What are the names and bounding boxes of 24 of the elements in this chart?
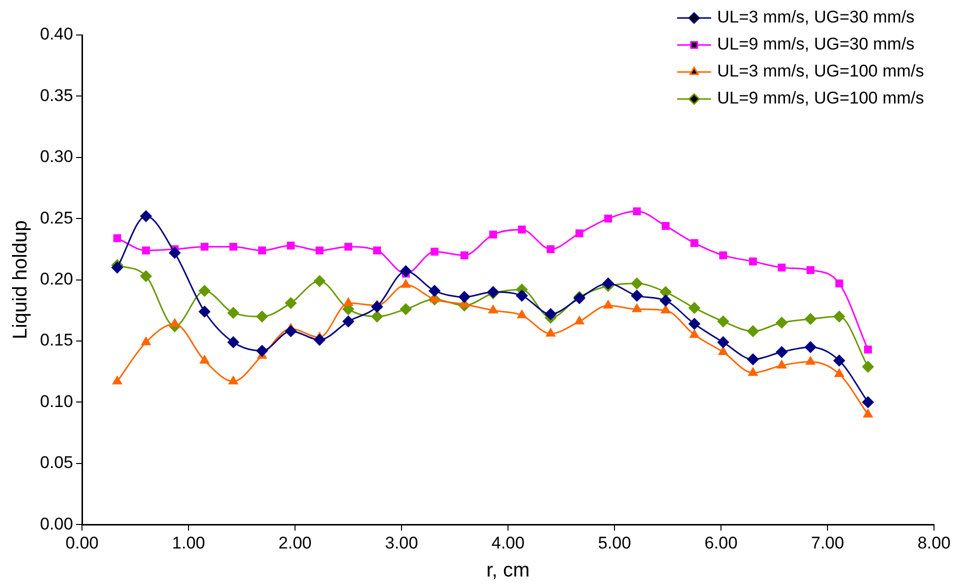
- legend-label: UL=3 mm/s, UG=100 mm/s: [717, 62, 924, 81]
- y-tick-label: 0.40: [40, 24, 74, 44]
- x-tick-label: 5.00: [598, 533, 632, 552]
- y-tick-label: 0.30: [40, 147, 74, 166]
- legend-label: UL=9 mm/s, UG=100 mm/s: [717, 88, 924, 108]
- x-tick-label: 1.00: [172, 533, 206, 552]
- x-tick-label: 0.00: [66, 533, 99, 552]
- x-tick-label: 4.00: [491, 533, 525, 552]
- legend-label: UL=9 mm/s, UG=30 mm/s: [717, 34, 915, 54]
- y-tick-label: 0.20: [40, 269, 74, 288]
- y-tick-label: 0.25: [40, 208, 74, 228]
- x-tick-label: 7.00: [810, 533, 844, 552]
- legend-label: UL=3 mm/s, UG=30 mm/s: [717, 8, 915, 27]
- y-tick-label: 0.35: [40, 86, 74, 105]
- y-tick-label: 0.05: [40, 453, 74, 472]
- x-tick-label: 8.00: [917, 533, 951, 552]
- y-tick-label: 0.00: [40, 514, 74, 534]
- y-axis-title: Liquid holdup: [10, 220, 32, 340]
- y-tick-label: 0.15: [40, 330, 74, 350]
- x-tick-label: 6.00: [704, 533, 738, 552]
- x-axis-title: r, cm: [486, 560, 530, 582]
- x-tick-label: 2.00: [278, 533, 312, 552]
- y-tick-label: 0.10: [40, 392, 74, 411]
- x-tick-label: 3.00: [385, 533, 418, 552]
